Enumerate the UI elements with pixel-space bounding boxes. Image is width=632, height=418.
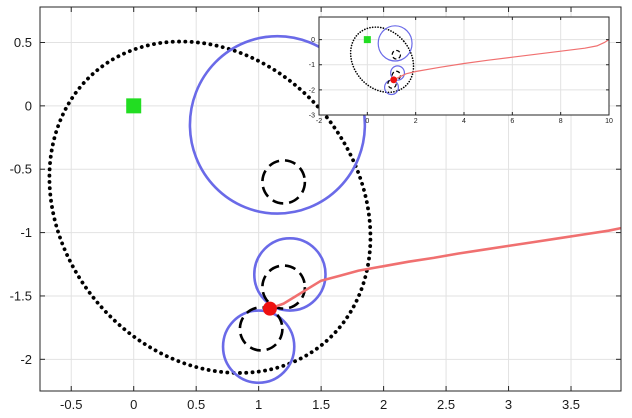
inset-x-tick-label-4: 6 [510,118,514,125]
main-y-tick-label-5: 0.5 [14,35,32,50]
main-x-tick-label-6: 2.5 [437,397,455,412]
inset-x-tick-label-2: 2 [414,118,418,125]
main-x-tick-label-8: 3.5 [562,397,580,412]
inset-x-tick-label-1: 0 [365,118,369,125]
main-trajectory-line [268,226,621,310]
inset-x-tick-label-6: 10 [605,118,613,125]
main-y-tick-label-3: -0.5 [10,162,32,177]
main-robot-marker [262,301,277,316]
main-axes-frame [39,6,622,392]
inset-dashed-circle-2 [391,70,402,81]
main-blue-circle-1 [188,34,367,215]
main-y-tick-label-0: -2 [20,352,32,367]
main-x-tick-label-5: 2 [380,397,387,412]
inset-x-tick-label-3: 4 [462,118,466,125]
main-content [47,34,621,385]
main-y-tick-label-2: -1 [20,225,32,240]
inset-x-tick-label-0: -2 [316,118,322,125]
inset-plot: -2 0 2 4 6 8 10-3-2-10 [309,16,613,125]
main-y-tick-label-1: -1.5 [10,288,32,303]
inset-y-tick-label-2: -1 [309,62,315,69]
main-dashed-circle-1 [261,159,307,205]
inset-y-tick-label-1: -2 [309,87,315,94]
main-x-tick-label-7: 3 [505,397,512,412]
main-x-tick-label-1: 0 [130,397,137,412]
main-x-tick-label-0: -0.5 [60,397,82,412]
inset-blue-circle-1 [377,25,413,62]
inset-y-tick-label-0: -3 [309,113,315,120]
main-x-tick-label-2: 0.5 [187,397,205,412]
main-blue-circle-2 [252,236,327,312]
inset-y-tick-label-3: 0 [311,37,315,44]
inset-dashed-circle-1 [391,49,402,60]
inset-robot-marker [390,76,398,84]
inset-x-tick-label-5: 8 [559,118,563,125]
main-dashed-circle-2 [261,264,307,310]
inset-content [349,25,609,96]
inset-boundary-ellipse [349,26,415,94]
main-y-tick-label-4: 0 [25,98,32,113]
main-dashed-circle-3 [238,306,284,352]
main-x-tick-label-3: 1 [255,397,262,412]
main-blue-circle-3 [221,309,296,385]
main-goal-marker [126,98,142,114]
inset-goal-marker [363,36,371,44]
inset-blue-circle-2 [390,65,406,81]
inset-trajectory-line [393,38,609,81]
main-x-tick-label-4: 1.5 [312,397,330,412]
inset-dashed-circle-3 [387,78,397,89]
